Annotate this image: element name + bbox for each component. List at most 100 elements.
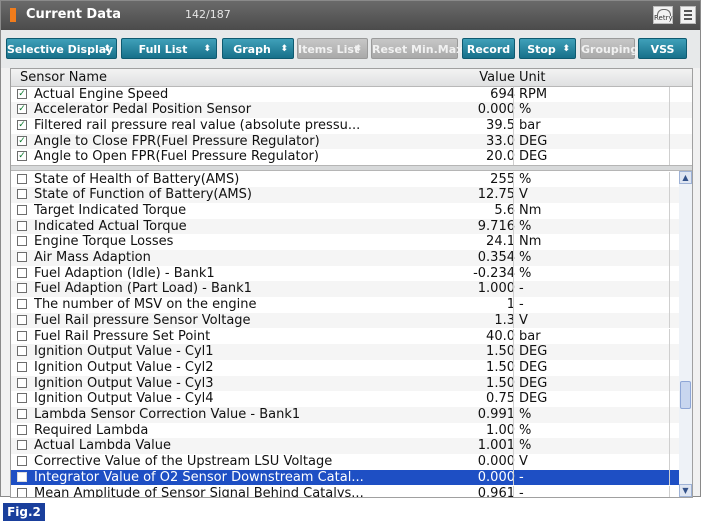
sensor-unit: DEG	[519, 375, 548, 391]
row-checkbox[interactable]	[17, 236, 27, 247]
pinned-divider[interactable]	[11, 165, 692, 171]
row-checkbox[interactable]: ✓	[17, 88, 27, 99]
sensor-unit: %	[519, 218, 532, 234]
table-row[interactable]: State of Function of Battery(AMS) 12.75 V	[11, 187, 692, 203]
table-row[interactable]: Mean Amplitude of Sensor Signal Behind C…	[11, 485, 692, 498]
table-row[interactable]: Engine Torque Losses 24.1 Nm	[11, 234, 692, 250]
dropdown-caret-icon: ⬍	[354, 44, 362, 54]
table-row[interactable]: Corrective Value of the Upstream LSU Vol…	[11, 454, 692, 470]
sensor-unit: DEG	[519, 391, 548, 407]
sensor-value: 1.001	[477, 438, 515, 454]
toolbar-button-label: Stop	[527, 43, 556, 56]
table-row[interactable]: Fuel Adaption (Idle) - Bank1 -0.234%	[11, 265, 692, 282]
sensor-value: 1.50	[486, 359, 515, 375]
row-checkbox[interactable]	[17, 440, 27, 451]
table-row[interactable]: Integrator Value of O2 Sensor Downstream…	[11, 469, 692, 486]
table-row[interactable]: Ignition Output Value - Cyl2 1.50 DEG	[11, 359, 692, 376]
title-marker-icon	[10, 8, 16, 22]
table-row[interactable]: Fuel Adaption (Part Load) - Bank1 1.000-	[11, 281, 692, 298]
table-row[interactable]: Required Lambda 1.00%	[11, 422, 692, 439]
toolbar-button-label: Graph	[233, 43, 271, 56]
toolbar-button-stop[interactable]: Stop ⬍	[519, 38, 576, 59]
table-row[interactable]: ✓ Accelerator Pedal Position Sensor 0.000%	[11, 102, 692, 118]
row-checkbox[interactable]: ✓	[17, 119, 27, 130]
row-checkbox[interactable]	[17, 173, 27, 184]
sensor-name: Ignition Output Value - Cyl2	[34, 359, 214, 375]
row-checkbox[interactable]	[17, 424, 27, 435]
table-row[interactable]: State of Health of Battery(AMS) 255%	[11, 171, 692, 188]
retry-label: Retry	[654, 14, 673, 22]
toolbar-button-selective-display[interactable]: Selective Display ⬍	[6, 38, 117, 59]
row-checkbox[interactable]	[17, 204, 27, 215]
table-row[interactable]: Lambda Sensor Correction Value - Bank1 0.…	[11, 407, 692, 423]
sensor-name: Target Indicated Torque	[34, 202, 187, 218]
sensor-value: 0.354	[477, 250, 515, 265]
row-checkbox[interactable]	[17, 299, 27, 310]
row-checkbox[interactable]	[17, 361, 27, 372]
toolbar-button-grouping[interactable]: Grouping	[580, 38, 638, 59]
item-count: 142/187	[185, 8, 231, 21]
table-row[interactable]: Air Mass Adaption 0.354%	[11, 250, 692, 266]
row-checkbox[interactable]	[17, 220, 27, 231]
toolbar-button-full-list[interactable]: Full List ⬍	[121, 38, 217, 59]
sensor-unit: V	[519, 454, 528, 470]
sensor-name: Fuel Rail Pressure Set Point	[34, 328, 211, 344]
table-row[interactable]: Ignition Output Value - Cyl3 1.50 DEG	[11, 375, 692, 392]
toolbar-button-label: Record	[466, 43, 511, 56]
row-checkbox[interactable]	[17, 377, 27, 388]
row-checkbox[interactable]	[17, 189, 27, 200]
table-row[interactable]: ✓ Angle to Close FPR(Fuel Pressure Regula…	[11, 133, 692, 150]
row-checkbox[interactable]	[17, 283, 27, 294]
row-checkbox[interactable]: ✓	[17, 135, 27, 146]
sensor-name: Mean Amplitude of Sensor Signal Behind C…	[34, 485, 364, 498]
row-checkbox[interactable]	[17, 471, 27, 482]
row-checkbox[interactable]	[17, 330, 27, 341]
table-row[interactable]: Actual Lambda Value 1.001%	[11, 438, 692, 455]
table-row[interactable]: Indicated Actual Torque 9.716%	[11, 218, 692, 235]
table-row[interactable]: Fuel Rail Pressure Set Point 40.0 bar	[11, 328, 692, 345]
row-checkbox[interactable]: ✓	[17, 104, 27, 115]
row-checkbox[interactable]	[17, 267, 27, 278]
sensor-value: -0.234	[473, 265, 515, 281]
scroll-up-icon[interactable]: ▲	[679, 171, 692, 184]
toolbar-button-vss[interactable]: VSS	[638, 38, 687, 59]
sensor-unit: Nm	[519, 202, 542, 218]
toolbar-button-reset-min-max[interactable]: Reset Min.Max	[371, 38, 463, 59]
row-checkbox[interactable]	[17, 346, 27, 357]
table-row[interactable]: Target Indicated Torque 5.6 Nm	[11, 202, 692, 219]
scroll-down-icon[interactable]: ▼	[679, 484, 692, 497]
sensor-name: Integrator Value of O2 Sensor Downstream…	[34, 469, 364, 485]
sensor-name: Required Lambda	[34, 422, 149, 438]
dropdown-caret-icon: ⬍	[562, 44, 570, 54]
sensor-name: Angle to Open FPR(Fuel Pressure Regulato…	[34, 149, 319, 165]
row-checkbox[interactable]	[17, 456, 27, 467]
sensor-value: 40.0	[486, 328, 515, 344]
menu-icon[interactable]	[680, 6, 696, 24]
table-row[interactable]: Fuel Rail pressure Sensor Voltage 1.3 V	[11, 312, 692, 329]
row-checkbox[interactable]: ✓	[17, 151, 27, 162]
vertical-scrollbar[interactable]: ▲ ▼	[679, 171, 692, 497]
table-row[interactable]: Ignition Output Value - Cyl1 1.50 DEG	[11, 344, 692, 360]
table-row[interactable]: ✓ Angle to Open FPR(Fuel Pressure Regulat…	[11, 149, 692, 165]
row-checkbox[interactable]	[17, 314, 27, 325]
toolbar-button-graph[interactable]: Graph ⬍	[222, 38, 294, 59]
sensor-value: 12.75	[477, 187, 515, 203]
toolbar: Selective Display ⬍ Full List ⬍ Graph ⬍ Items …	[1, 30, 700, 68]
table-row[interactable]: ✓ Filtered rail pressure real value (abso…	[11, 117, 692, 134]
row-checkbox[interactable]	[17, 393, 27, 404]
table-row[interactable]: Ignition Output Value - Cyl4 0.75 DEG	[11, 391, 692, 407]
toolbar-button-record[interactable]: Record	[462, 38, 515, 59]
row-checkbox[interactable]	[17, 487, 27, 497]
dropdown-caret-icon: ⬍	[103, 44, 111, 54]
row-checkbox[interactable]	[17, 252, 27, 262]
table-row[interactable]: ✓ Actual Engine Speed 694 RPM	[11, 86, 692, 103]
scroll-thumb[interactable]	[680, 381, 691, 409]
toolbar-button-items-list[interactable]: Items List ⬍	[297, 38, 368, 59]
row-checkbox[interactable]	[17, 409, 27, 419]
table-row[interactable]: The number of MSV on the engine 1-	[11, 297, 692, 313]
sensor-unit: DEG	[519, 344, 548, 360]
sensor-unit: %	[519, 422, 532, 438]
figure-label: Fig.2	[3, 503, 45, 521]
retry-button[interactable]: Retry	[653, 6, 673, 24]
sensor-value: 1.000	[477, 281, 515, 297]
